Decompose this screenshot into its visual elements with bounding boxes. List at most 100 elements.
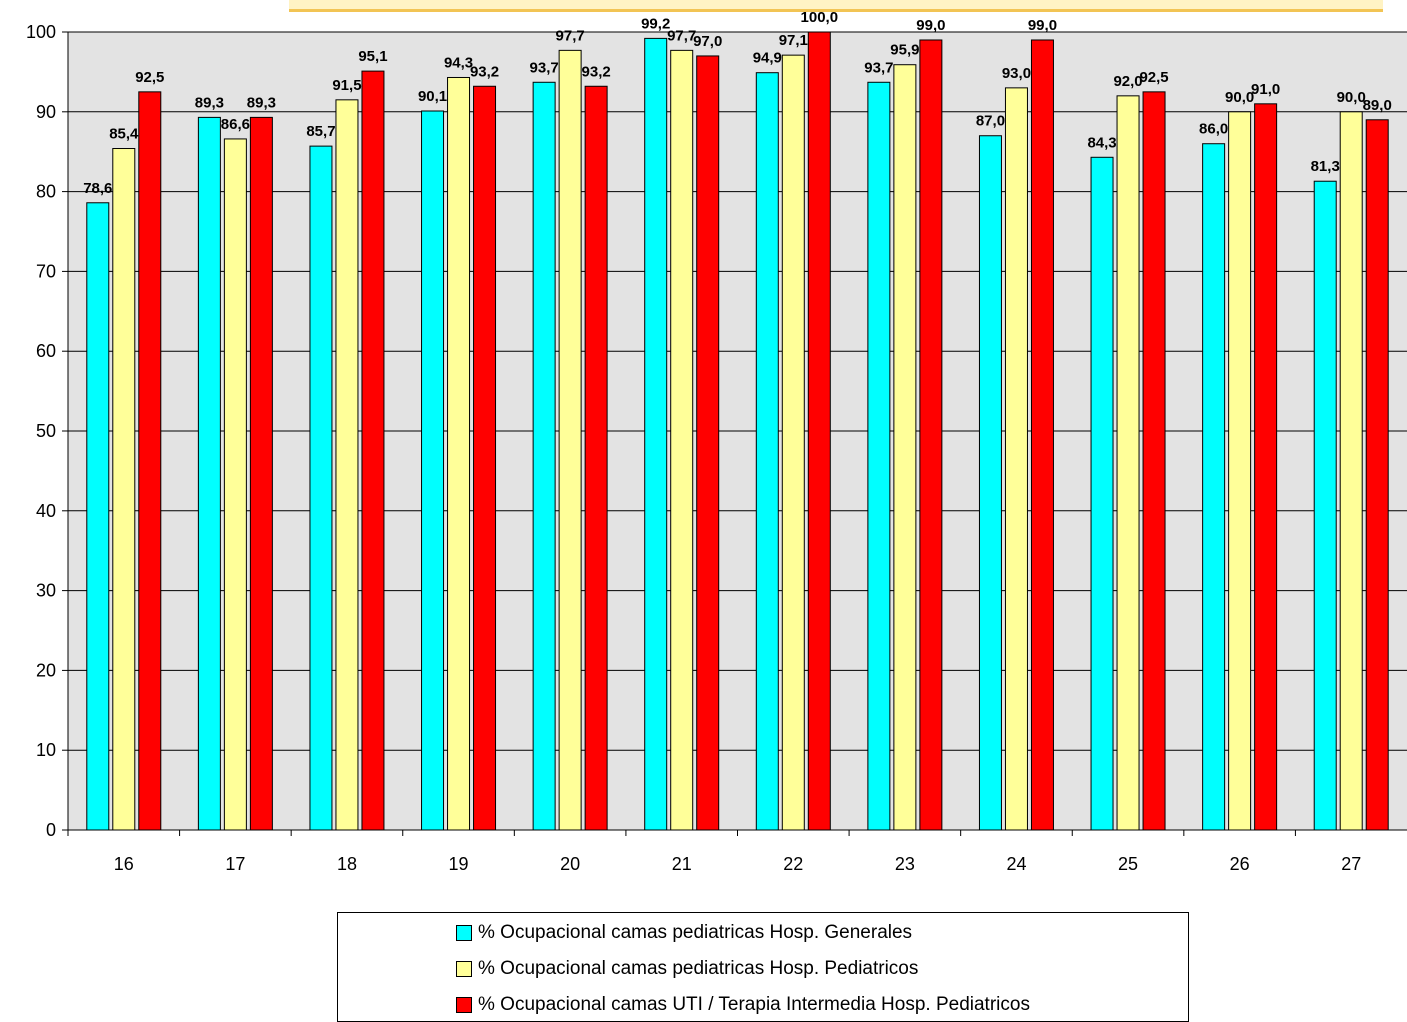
data-label: 90,0 bbox=[1225, 89, 1254, 106]
data-label: 93,2 bbox=[582, 63, 611, 80]
x-tick-label: 18 bbox=[337, 854, 357, 874]
data-label: 92,5 bbox=[1139, 69, 1168, 86]
bar-series-3 bbox=[473, 85, 497, 831]
legend-label-uti: % Ocupacional camas UTI / Terapia Interm… bbox=[478, 994, 1030, 1015]
y-tick-label: 80 bbox=[36, 182, 56, 202]
bar-series-1 bbox=[532, 81, 556, 831]
bar-series-1 bbox=[1090, 156, 1114, 831]
bar-series-1 bbox=[644, 37, 668, 831]
bar-series-3 bbox=[696, 55, 720, 831]
bar-series-2 bbox=[1116, 95, 1140, 831]
data-label: 89,3 bbox=[195, 94, 224, 111]
x-tick-label: 16 bbox=[114, 854, 134, 874]
data-label: 93,7 bbox=[530, 59, 559, 76]
y-tick-label: 60 bbox=[36, 341, 56, 361]
data-label: 86,6 bbox=[221, 116, 250, 133]
y-tick-label: 50 bbox=[36, 421, 56, 441]
bar-series-1 bbox=[978, 135, 1002, 831]
bar-series-2 bbox=[781, 54, 805, 831]
x-tick-label: 19 bbox=[449, 854, 469, 874]
x-tick-label: 17 bbox=[225, 854, 245, 874]
data-label: 99,0 bbox=[916, 17, 945, 34]
bar-series-3 bbox=[361, 70, 385, 831]
data-label: 91,0 bbox=[1251, 81, 1280, 98]
legend: % Ocupacional camas pediatricas Hosp. Ge… bbox=[337, 912, 1189, 1022]
data-label: 97,1 bbox=[779, 32, 808, 49]
y-tick-label: 10 bbox=[36, 740, 56, 760]
legend-label-pediatricos: % Ocupacional camas pediatricas Hosp. Pe… bbox=[478, 958, 919, 979]
data-label: 99,0 bbox=[1028, 17, 1057, 34]
data-label: 85,4 bbox=[109, 126, 139, 143]
x-tick-label: 24 bbox=[1006, 854, 1026, 874]
legend-label-generales: % Ocupacional camas pediatricas Hosp. Ge… bbox=[478, 922, 913, 943]
y-tick-label: 90 bbox=[36, 102, 56, 122]
legend-swatch-generales bbox=[456, 925, 472, 941]
x-tick-label: 26 bbox=[1230, 854, 1250, 874]
data-label: 97,0 bbox=[693, 33, 722, 50]
data-label: 100,0 bbox=[801, 9, 839, 26]
axes: 0 10 20 30 40 50 60 70 80 90 100 16 17 18 19 20 21 22 23 24… bbox=[26, 22, 1407, 874]
data-label: 81,3 bbox=[1311, 158, 1340, 175]
bars bbox=[86, 31, 1389, 831]
x-tick-label: 27 bbox=[1341, 854, 1361, 874]
bar-series-1 bbox=[421, 110, 445, 831]
bar-series-1 bbox=[197, 116, 221, 831]
bar-series-2 bbox=[558, 49, 582, 831]
data-label: 95,9 bbox=[890, 42, 919, 59]
y-tick-label: 100 bbox=[26, 22, 56, 42]
data-label: 90,1 bbox=[418, 88, 447, 105]
y-tick-label: 20 bbox=[36, 660, 56, 680]
y-tick-label: 0 bbox=[46, 820, 56, 840]
data-label: 89,0 bbox=[1363, 97, 1392, 114]
x-tick-label: 23 bbox=[895, 854, 915, 874]
data-label: 97,7 bbox=[667, 27, 696, 44]
y-tick-label: 70 bbox=[36, 261, 56, 281]
legend-item-generales: % Ocupacional camas pediatricas Hosp. Ge… bbox=[456, 921, 912, 945]
bar-series-3 bbox=[1142, 91, 1166, 831]
bar-series-1 bbox=[309, 145, 333, 831]
data-label: 95,1 bbox=[358, 48, 387, 65]
data-label: 92,0 bbox=[1113, 73, 1142, 90]
data-label: 93,0 bbox=[1002, 65, 1031, 82]
data-label: 90,0 bbox=[1337, 89, 1366, 106]
bar-series-2 bbox=[1004, 87, 1028, 831]
bar-series-2 bbox=[335, 99, 359, 831]
data-label: 99,2 bbox=[641, 15, 670, 32]
data-label: 78,6 bbox=[83, 180, 112, 197]
bar-series-2 bbox=[223, 138, 247, 831]
y-tick-label: 40 bbox=[36, 501, 56, 521]
data-label: 93,2 bbox=[470, 63, 499, 80]
data-label: 89,3 bbox=[247, 94, 276, 111]
data-label: 85,7 bbox=[306, 123, 335, 140]
bar-series-2 bbox=[1228, 111, 1252, 831]
data-label: 92,5 bbox=[135, 69, 164, 86]
bar-series-3 bbox=[807, 31, 831, 831]
x-tick-label: 20 bbox=[560, 854, 580, 874]
legend-item-pediatricos: % Ocupacional camas pediatricas Hosp. Pe… bbox=[456, 957, 918, 981]
bar-series-2 bbox=[112, 148, 136, 831]
data-label: 97,7 bbox=[556, 27, 585, 44]
bar-series-1 bbox=[86, 202, 110, 831]
data-label: 93,7 bbox=[864, 59, 893, 76]
bar-series-2 bbox=[893, 64, 917, 831]
gridlines bbox=[68, 31, 1407, 751]
bar-series-3 bbox=[1365, 119, 1389, 831]
bar-series-1 bbox=[755, 72, 779, 831]
legend-swatch-uti bbox=[456, 997, 472, 1013]
bar-series-3 bbox=[1254, 103, 1278, 831]
bar-series-3 bbox=[584, 85, 608, 831]
x-tick-label: 22 bbox=[783, 854, 803, 874]
data-label: 94,3 bbox=[444, 54, 473, 71]
bar-series-1 bbox=[867, 81, 891, 831]
bar-series-1 bbox=[1313, 180, 1337, 831]
y-tick-label: 30 bbox=[36, 581, 56, 601]
bar-series-2 bbox=[670, 49, 694, 831]
bar-series-3 bbox=[919, 39, 943, 831]
bar-series-3 bbox=[138, 91, 162, 831]
data-label: 84,3 bbox=[1087, 134, 1116, 151]
x-tick-label: 21 bbox=[672, 854, 692, 874]
data-label: 87,0 bbox=[976, 113, 1005, 130]
data-label: 91,5 bbox=[332, 77, 361, 94]
x-tick-label: 25 bbox=[1118, 854, 1138, 874]
legend-swatch-pediatricos bbox=[456, 961, 472, 977]
